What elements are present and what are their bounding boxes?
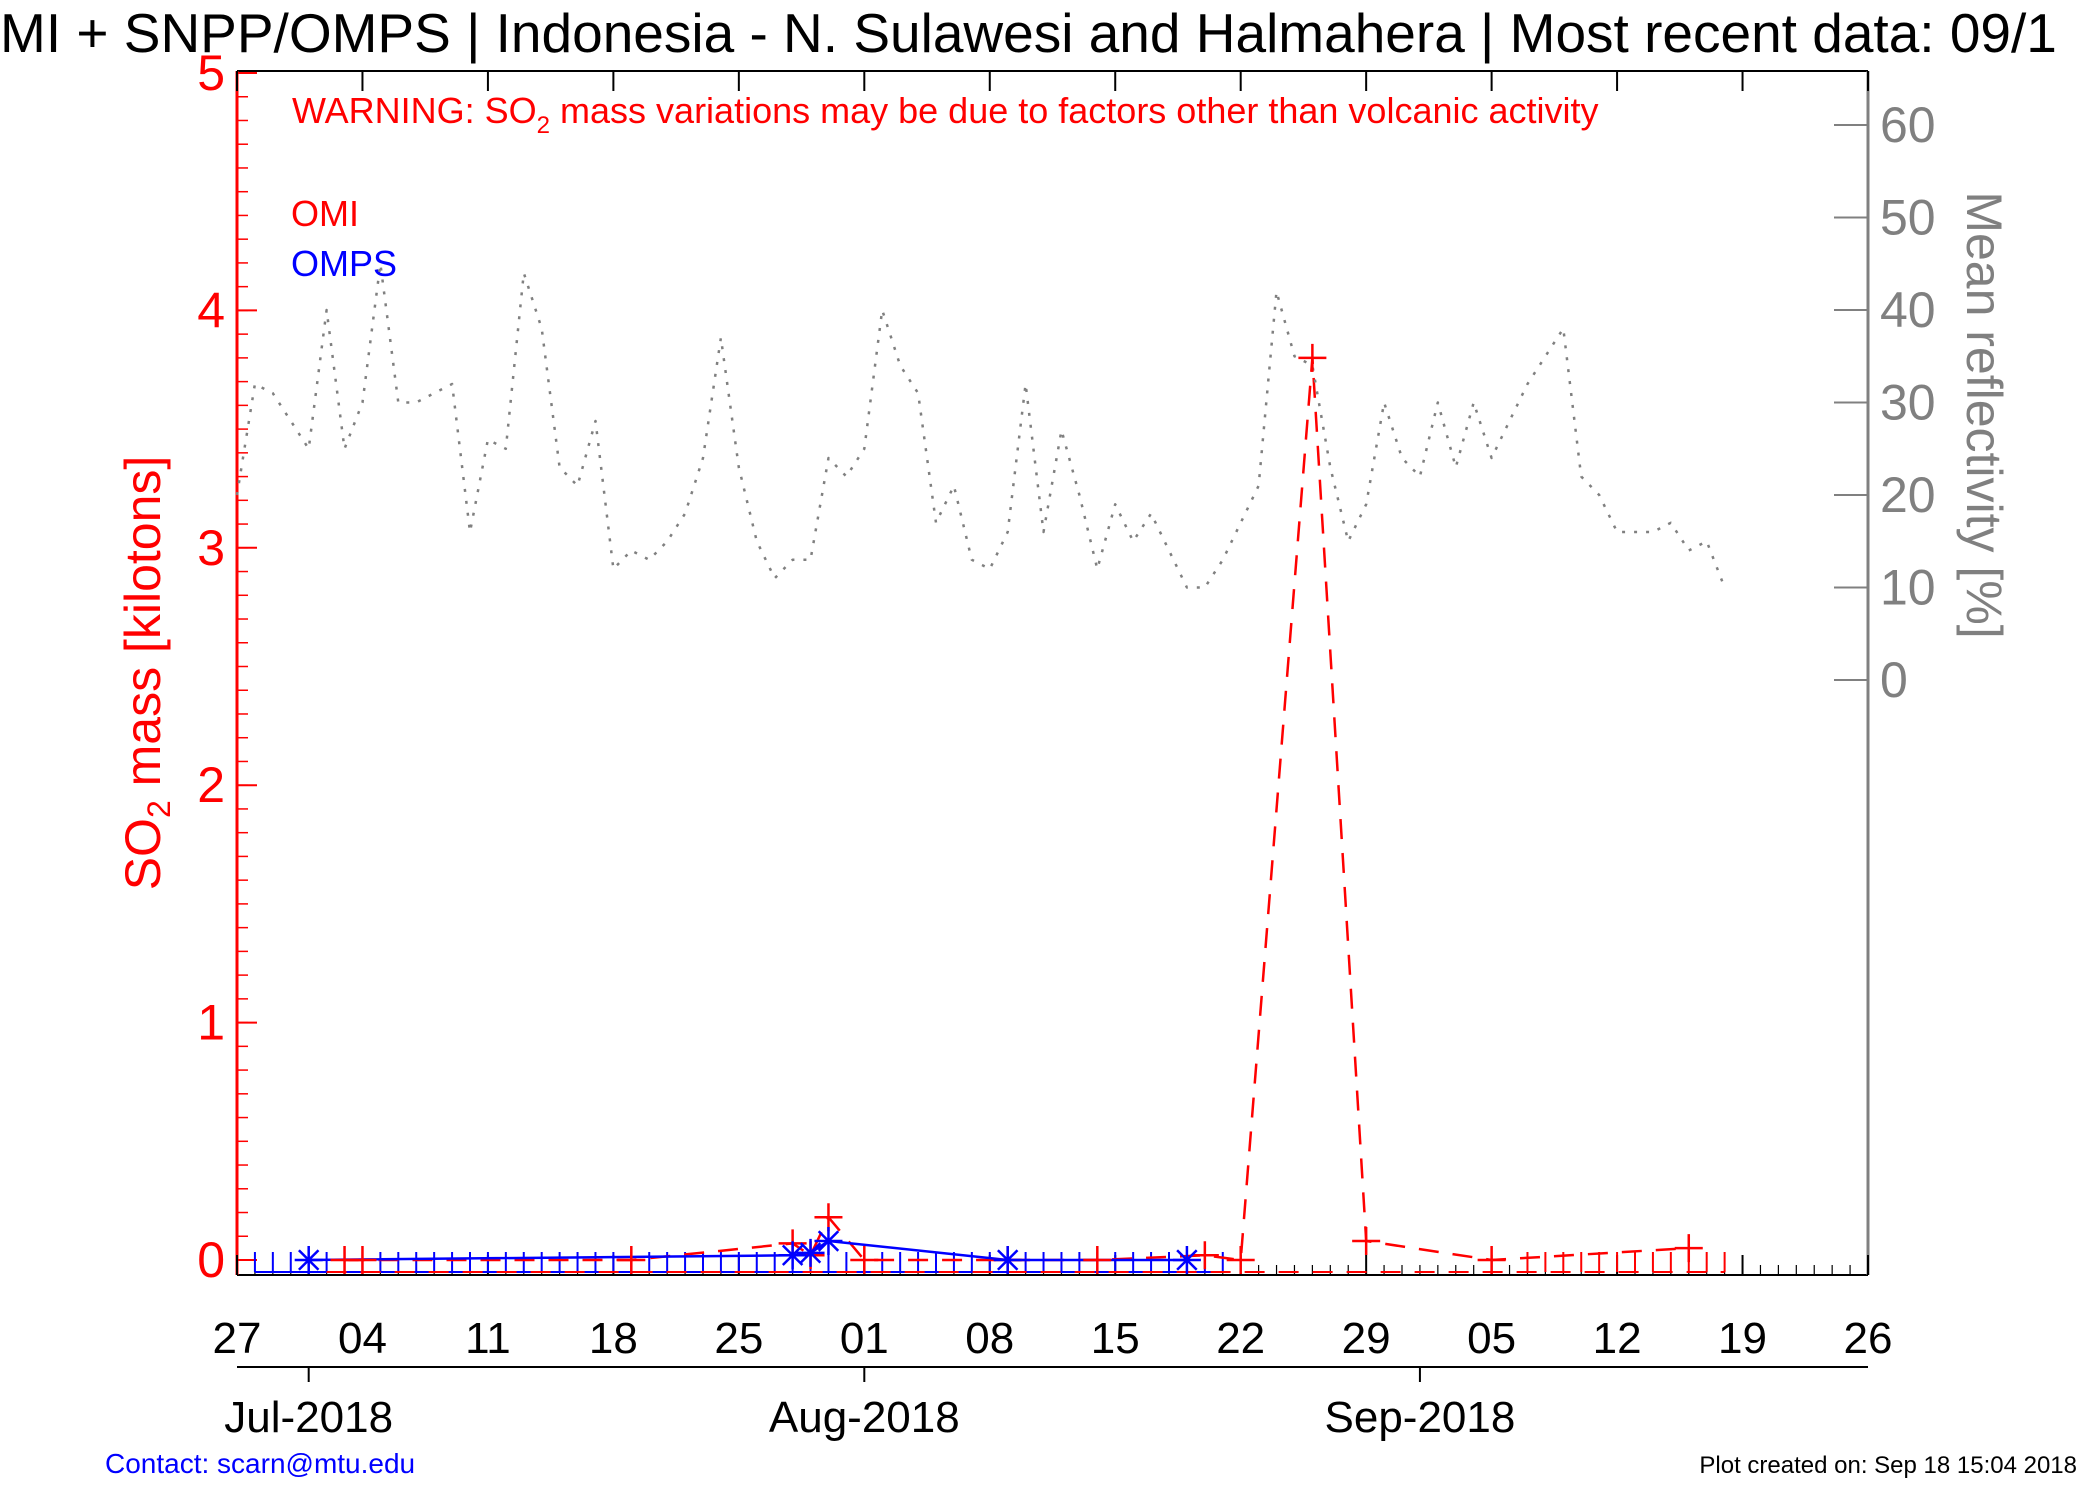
omi-point bbox=[617, 1246, 646, 1274]
x-tick-label: 12 bbox=[1593, 1314, 1642, 1363]
right-tick-label: 40 bbox=[1880, 282, 1936, 338]
series-lines bbox=[235, 262, 1726, 1262]
omi-point bbox=[1226, 1246, 1255, 1274]
tick-marks bbox=[236, 71, 1869, 1382]
omps-line bbox=[308, 1239, 1187, 1262]
right-axis-label: Mean reflectivity [%] bbox=[1956, 191, 2012, 638]
omps-point bbox=[796, 1238, 825, 1267]
contact-text: Contact: scarn@mtu.edu bbox=[105, 1448, 415, 1479]
x-tick-label: 27 bbox=[213, 1314, 262, 1363]
omi-point bbox=[1190, 1241, 1219, 1270]
left-axis-label: SO2 mass [kilotons] bbox=[115, 456, 177, 891]
omi-line bbox=[344, 356, 1689, 1262]
right-tick-label: 10 bbox=[1880, 560, 1936, 616]
omi-point bbox=[1674, 1234, 1703, 1263]
x-tick-label: 25 bbox=[714, 1314, 763, 1363]
x-tick-label: 05 bbox=[1467, 1314, 1516, 1363]
omi-point bbox=[1352, 1227, 1381, 1256]
right-tick-label: 60 bbox=[1880, 97, 1936, 153]
x-tick-label: 18 bbox=[589, 1314, 638, 1363]
x-tick-label: 29 bbox=[1342, 1314, 1391, 1363]
omps-point bbox=[993, 1246, 1022, 1274]
omps-point bbox=[1172, 1246, 1201, 1274]
omps-point bbox=[294, 1246, 323, 1274]
omi-point bbox=[850, 1246, 879, 1274]
left-tick-label: 1 bbox=[197, 995, 225, 1051]
omi-point bbox=[814, 1203, 843, 1232]
right-tick-label: 30 bbox=[1880, 375, 1936, 431]
right-tick-label: 20 bbox=[1880, 467, 1936, 523]
left-tick-label: 3 bbox=[197, 520, 225, 576]
right-tick-label: 0 bbox=[1880, 652, 1908, 708]
omi-point bbox=[1083, 1246, 1112, 1274]
x-tick-label: 22 bbox=[1216, 1314, 1265, 1363]
month-label: Sep-2018 bbox=[1325, 1393, 1516, 1442]
omps-point bbox=[778, 1241, 807, 1270]
left-tick-label: 5 bbox=[197, 45, 225, 101]
omi-point bbox=[1477, 1246, 1506, 1274]
x-tick-label: 19 bbox=[1718, 1314, 1767, 1363]
month-label: Jul-2018 bbox=[224, 1393, 393, 1442]
warning-text: WARNING: SO2 mass variations may be due … bbox=[292, 90, 1599, 139]
x-tick-label: 08 bbox=[965, 1314, 1014, 1363]
reflectivity-line bbox=[235, 262, 1726, 589]
legend-omi: OMI bbox=[291, 193, 359, 234]
x-tick-label: 26 bbox=[1844, 1314, 1893, 1363]
left-tick-label: 0 bbox=[197, 1232, 225, 1288]
created-text: Plot created on: Sep 18 15:04 2018 bbox=[1699, 1452, 2077, 1479]
left-tick-label: 4 bbox=[197, 282, 225, 338]
left-tick-label: 2 bbox=[197, 757, 225, 813]
month-label: Aug-2018 bbox=[769, 1393, 960, 1442]
omi-point bbox=[1298, 343, 1327, 372]
x-tick-label: 04 bbox=[338, 1314, 387, 1363]
x-tick-label: 01 bbox=[840, 1314, 889, 1363]
right-tick-label: 50 bbox=[1880, 190, 1936, 246]
legend-omps: OMPS bbox=[291, 243, 397, 284]
series-markers bbox=[294, 343, 1703, 1274]
omi-point bbox=[348, 1246, 377, 1274]
x-tick-label: 15 bbox=[1091, 1314, 1140, 1363]
chart-title: MI + SNPP/OMPS | Indonesia - N. Sulawesi… bbox=[0, 2, 2057, 64]
omps-point bbox=[814, 1227, 843, 1256]
x-tick-label: 11 bbox=[465, 1314, 511, 1363]
